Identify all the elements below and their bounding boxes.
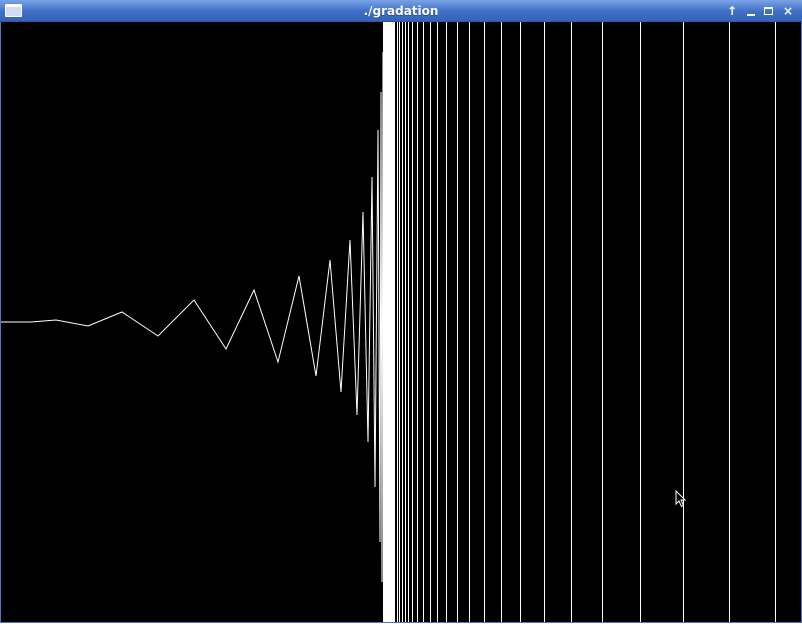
maximize-button[interactable] (761, 3, 777, 19)
minimize-icon (747, 14, 755, 16)
window-menu-icon[interactable] (5, 4, 22, 17)
vertical-lines (383, 22, 776, 622)
shade-button[interactable]: ↑ (726, 4, 738, 18)
mouse-pointer-icon (675, 490, 687, 508)
zigzag-wave (1, 51, 384, 583)
title-bar[interactable]: ./gradation ↑ × (0, 0, 802, 22)
window-bottom-border (0, 622, 802, 626)
window-title: ./gradation (363, 4, 439, 18)
drawing-canvas[interactable] (1, 22, 801, 622)
minimize-button[interactable] (743, 3, 759, 19)
gradation-drawing (1, 22, 776, 622)
close-button[interactable]: × (782, 4, 794, 18)
maximize-icon (764, 7, 773, 15)
dense-column (383, 22, 395, 622)
